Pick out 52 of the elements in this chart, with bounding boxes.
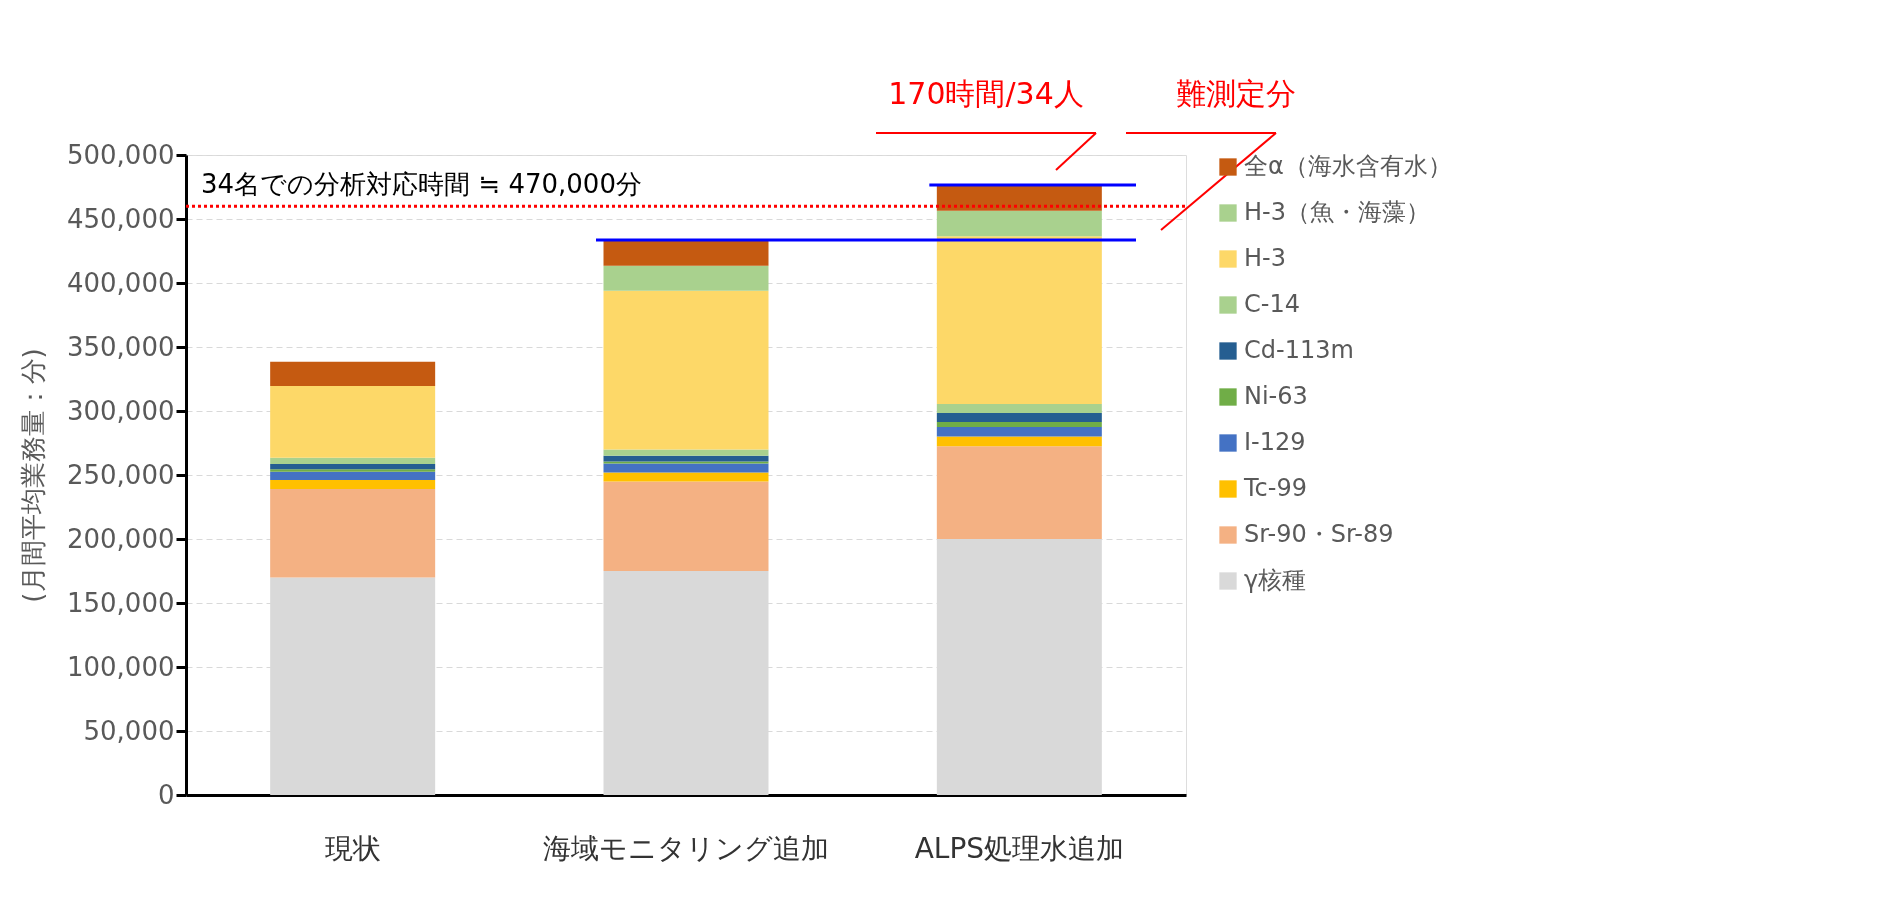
legend-label: I-129 bbox=[1244, 428, 1306, 456]
bar bbox=[936, 436, 1102, 447]
y-axis-title: (月間平均業務量：分) bbox=[17, 348, 48, 603]
bar bbox=[936, 236, 1102, 404]
bar bbox=[603, 290, 769, 450]
bar bbox=[603, 455, 769, 462]
bar bbox=[603, 240, 769, 266]
ref-line-label: 34名での分析対応時間 ≒ 470,000分 bbox=[201, 169, 642, 200]
y-tick-label: 350,000 bbox=[66, 331, 175, 362]
y-tick-label: 0 bbox=[157, 779, 175, 810]
bar bbox=[936, 412, 1102, 422]
bar bbox=[603, 449, 769, 456]
bar bbox=[603, 463, 769, 473]
legend-label: 全α（海水含有水） bbox=[1244, 152, 1452, 180]
x-tick-label: 海域モニタリング追加 bbox=[543, 831, 829, 865]
bar bbox=[603, 472, 769, 482]
bar bbox=[270, 471, 436, 481]
y-tick-label: 50,000 bbox=[83, 715, 175, 746]
bar bbox=[936, 421, 1102, 427]
bar bbox=[936, 427, 1102, 437]
y-tick-label: 450,000 bbox=[66, 203, 175, 234]
bar bbox=[270, 464, 436, 470]
bar bbox=[936, 446, 1102, 539]
y-tick-label: 100,000 bbox=[66, 651, 175, 682]
legend-label: Sr-90・Sr-89 bbox=[1244, 520, 1394, 548]
legend-label: Tc-99 bbox=[1243, 474, 1307, 502]
legend-label: C-14 bbox=[1244, 290, 1300, 318]
bar bbox=[603, 481, 769, 571]
x-tick-label: 現状 bbox=[324, 831, 381, 865]
bar bbox=[270, 457, 436, 465]
bar bbox=[270, 469, 436, 472]
text: 難測定分 bbox=[1176, 76, 1296, 111]
legend-label: Ni-63 bbox=[1244, 382, 1308, 410]
y-tick-label: 400,000 bbox=[66, 267, 175, 298]
y-tick-label: 200,000 bbox=[66, 523, 175, 554]
bar bbox=[603, 265, 769, 291]
legend-label: Cd-113m bbox=[1244, 336, 1354, 364]
y-tick-label: 300,000 bbox=[66, 395, 175, 426]
bar bbox=[270, 361, 436, 387]
bar bbox=[936, 210, 1102, 237]
text: 170時間/34人 bbox=[888, 76, 1084, 111]
bar bbox=[270, 386, 436, 458]
y-tick-label: 250,000 bbox=[66, 459, 175, 490]
y-tick-label: 500,000 bbox=[66, 139, 175, 170]
legend-label: H-3 bbox=[1244, 244, 1286, 272]
bar bbox=[270, 480, 436, 490]
y-tick-label: 150,000 bbox=[66, 587, 175, 618]
x-tick-label: ALPS処理水追加 bbox=[914, 831, 1125, 865]
bar bbox=[270, 489, 436, 578]
legend-label: γ核種 bbox=[1244, 566, 1307, 594]
bar bbox=[936, 403, 1102, 413]
legend-label: H-3（魚・海藻） bbox=[1244, 198, 1430, 226]
